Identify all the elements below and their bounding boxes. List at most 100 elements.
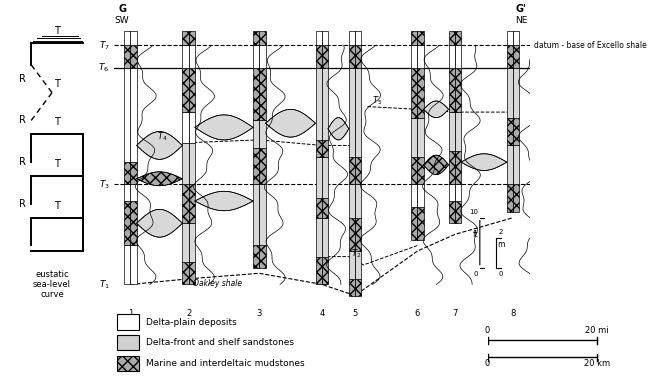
Bar	[117, 335, 138, 350]
Bar	[411, 185, 424, 207]
Bar	[315, 32, 328, 46]
Bar	[315, 198, 328, 218]
Text: SW: SW	[115, 16, 129, 25]
Text: 3: 3	[257, 310, 262, 318]
Text: 6: 6	[415, 310, 420, 318]
Bar	[411, 32, 424, 46]
Text: G: G	[118, 4, 126, 14]
Text: T: T	[54, 25, 60, 36]
Bar	[315, 68, 328, 140]
Bar	[124, 32, 136, 46]
Bar	[349, 46, 361, 68]
Text: 20 km: 20 km	[584, 359, 610, 369]
Bar	[315, 257, 328, 284]
Bar	[349, 251, 361, 279]
Bar	[349, 185, 361, 218]
Text: NE: NE	[515, 16, 528, 25]
Bar	[411, 207, 424, 240]
Text: ft: ft	[473, 230, 478, 239]
Bar	[253, 68, 266, 120]
Text: T: T	[54, 159, 60, 169]
Bar	[183, 143, 195, 185]
Text: T: T	[54, 79, 60, 89]
Text: 10: 10	[469, 209, 478, 215]
Text: $T_5$: $T_5$	[372, 95, 382, 107]
Bar	[411, 118, 424, 157]
Bar	[117, 314, 138, 330]
Bar	[411, 46, 424, 68]
Bar	[183, 185, 195, 223]
Text: 0: 0	[499, 271, 503, 276]
Bar	[124, 185, 136, 201]
Text: m: m	[497, 240, 504, 249]
Text: Oakley shale: Oakley shale	[193, 279, 242, 288]
Bar	[448, 32, 461, 46]
Text: 0: 0	[485, 359, 490, 369]
Text: R: R	[20, 157, 26, 167]
Bar	[124, 162, 136, 185]
Text: G': G'	[516, 4, 527, 14]
Text: 20 mi: 20 mi	[585, 326, 608, 335]
Bar	[124, 46, 136, 68]
Bar	[253, 32, 266, 46]
Bar	[253, 185, 266, 245]
Bar	[349, 157, 361, 185]
Bar	[117, 356, 138, 371]
Bar	[183, 46, 195, 68]
Bar	[183, 32, 195, 46]
Text: 0: 0	[485, 326, 490, 335]
Bar	[183, 112, 195, 143]
Bar	[315, 157, 328, 198]
Text: $T_4$: $T_4$	[157, 131, 168, 143]
Text: $T_6$: $T_6$	[98, 61, 110, 74]
Text: Delta-front and shelf sandstones: Delta-front and shelf sandstones	[146, 339, 294, 347]
Bar	[253, 148, 266, 185]
Bar	[507, 185, 519, 212]
Text: datum - base of Excello shale: datum - base of Excello shale	[534, 41, 647, 50]
Bar	[253, 120, 266, 148]
Bar	[124, 245, 136, 284]
Text: R: R	[20, 74, 26, 84]
Bar	[349, 68, 361, 157]
Bar	[507, 68, 519, 118]
Text: 1: 1	[128, 310, 133, 318]
Bar	[507, 32, 519, 46]
Bar	[448, 46, 461, 68]
Text: 0: 0	[473, 271, 478, 276]
Bar	[315, 140, 328, 157]
Text: Delta-plain deposits: Delta-plain deposits	[146, 318, 237, 327]
Text: T: T	[54, 117, 60, 127]
Text: 4: 4	[319, 310, 324, 318]
Bar	[448, 201, 461, 223]
Bar	[315, 46, 328, 68]
Bar	[448, 112, 461, 151]
Text: 2: 2	[186, 310, 191, 318]
Bar	[124, 68, 136, 162]
Bar	[124, 201, 136, 245]
Bar	[411, 68, 424, 118]
Text: R: R	[20, 115, 26, 125]
Text: $T_3$: $T_3$	[99, 178, 110, 191]
Text: 2: 2	[499, 229, 503, 235]
Text: $T_7$: $T_7$	[99, 39, 110, 52]
Text: $T_2$: $T_2$	[351, 247, 361, 260]
Bar	[349, 218, 361, 251]
Bar	[349, 32, 361, 46]
Bar	[448, 185, 461, 201]
Text: 7: 7	[452, 310, 458, 318]
Bar	[183, 68, 195, 112]
Text: 5: 5	[352, 310, 358, 318]
Text: $T_1$: $T_1$	[99, 278, 110, 291]
Bar	[253, 245, 266, 268]
Text: Marine and interdeltaic mudstones: Marine and interdeltaic mudstones	[146, 359, 305, 368]
Bar	[507, 146, 519, 185]
Bar	[183, 262, 195, 284]
Text: R: R	[20, 199, 26, 209]
Text: 8: 8	[510, 310, 516, 318]
Bar	[411, 157, 424, 185]
Bar	[349, 279, 361, 296]
Bar	[315, 218, 328, 257]
Bar	[253, 46, 266, 68]
Bar	[448, 151, 461, 185]
Text: T: T	[54, 201, 60, 211]
